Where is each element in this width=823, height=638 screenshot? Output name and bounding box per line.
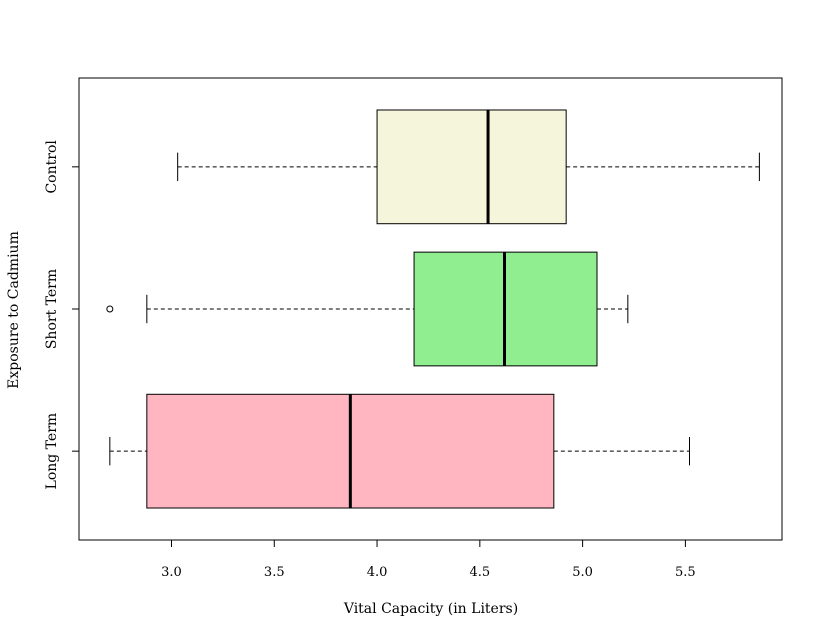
- y-axis: Long Term Short Term Control: [44, 140, 80, 490]
- box-group: [106, 109, 760, 509]
- x-tick-label: 3.5: [264, 565, 285, 580]
- x-tick-label: 3.0: [161, 565, 182, 580]
- y-category-label: Control: [44, 140, 60, 194]
- x-tick-label: 5.5: [675, 565, 696, 580]
- x-tick-label: 4.5: [469, 565, 490, 580]
- x-axis-label: Vital Capacity (in Liters): [343, 601, 518, 617]
- box-control: [177, 109, 760, 225]
- y-category-label: Long Term: [44, 413, 60, 490]
- box-long-term: [109, 393, 690, 509]
- iqr-box: [376, 109, 567, 225]
- box-short-term: [106, 251, 629, 367]
- x-axis: 3.0 3.5 4.0 4.5 5.0 5.5: [161, 539, 696, 580]
- x-tick-label: 5.0: [572, 565, 593, 580]
- outlier-point: [106, 305, 114, 313]
- y-category-label: Short Term: [44, 269, 60, 349]
- x-tick-label: 4.0: [367, 565, 388, 580]
- y-axis-label: Exposure to Cadmium: [6, 231, 22, 389]
